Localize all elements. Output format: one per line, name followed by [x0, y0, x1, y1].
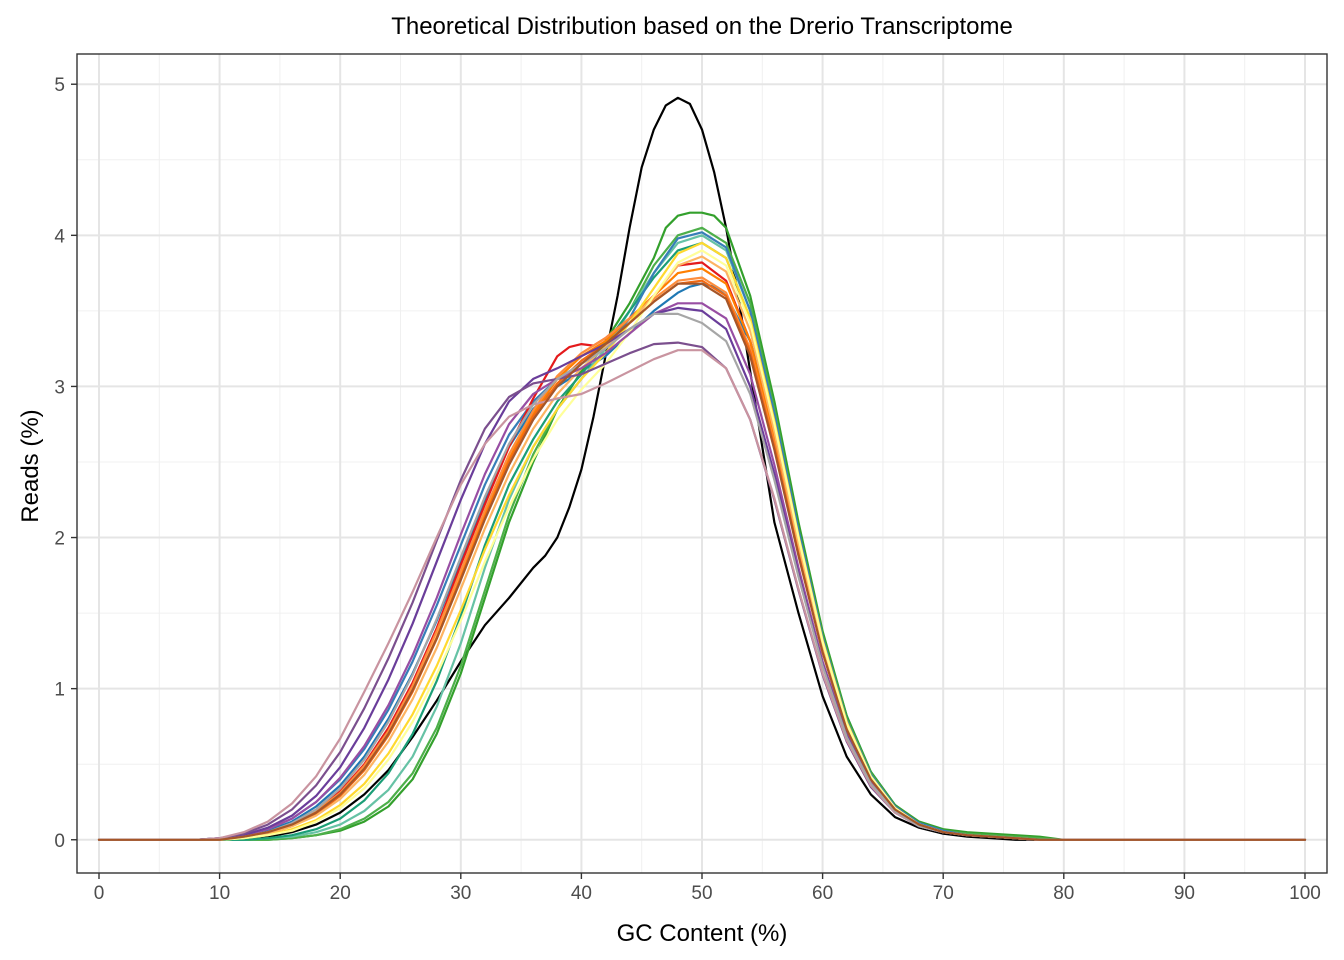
axes: 0 10 20 30 40 50 60 70 80 90 100 0 1 2 3 4 5	[54, 75, 1320, 904]
series-line	[97, 211, 1307, 841]
series-line	[97, 226, 1307, 841]
y-tick-label: 3	[54, 377, 65, 398]
x-tick-label: 100	[1289, 883, 1321, 904]
series-line	[97, 96, 1307, 841]
y-tick-label: 1	[54, 680, 65, 701]
x-tick-label: 0	[94, 883, 105, 904]
x-axis-title: GC Content (%)	[617, 920, 788, 947]
x-tick-label: 30	[450, 883, 471, 904]
x-tick-label: 60	[812, 883, 833, 904]
x-tick-label: 90	[1174, 883, 1195, 904]
y-tick-label: 4	[54, 226, 65, 247]
y-tick-label: 0	[54, 831, 65, 852]
chart-title: Theoretical Distribution based on the Dr…	[391, 13, 1013, 40]
y-tick-label: 2	[54, 529, 65, 550]
x-tick-label: 80	[1053, 883, 1074, 904]
x-tick-label: 10	[209, 883, 230, 904]
series-lines	[97, 96, 1307, 841]
y-axis-title: Reads (%)	[17, 409, 44, 522]
y-tick-label: 5	[54, 75, 65, 96]
x-tick-label: 50	[691, 883, 712, 904]
x-tick-label: 40	[571, 883, 592, 904]
x-tick-label: 20	[330, 883, 351, 904]
grid	[77, 54, 1327, 873]
series-line	[97, 282, 1307, 841]
x-tick-label: 70	[933, 883, 954, 904]
